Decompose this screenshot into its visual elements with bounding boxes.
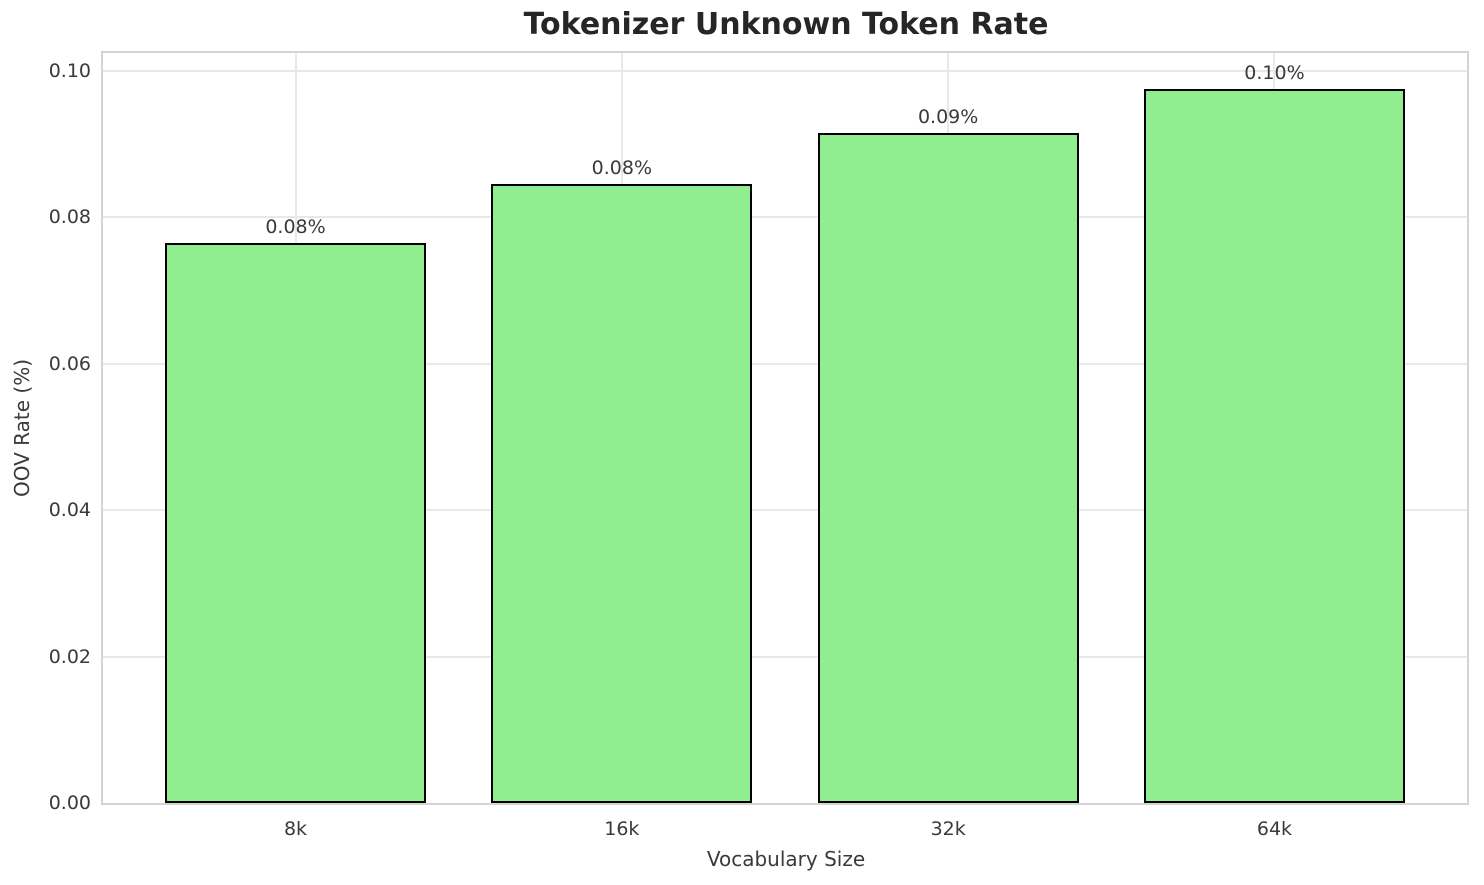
h-gridline — [103, 655, 1467, 658]
y-tick-label: 0.02 — [48, 645, 91, 668]
h-gridline — [103, 216, 1467, 219]
bar — [817, 132, 1079, 803]
bar — [165, 242, 427, 803]
y-tick-label: 0.04 — [48, 499, 91, 522]
y-tick-label: 0.00 — [48, 792, 91, 814]
bar-value-label: 0.08% — [265, 215, 326, 238]
chart-title: Tokenizer Unknown Token Rate — [523, 7, 1049, 42]
bar-value-label: 0.09% — [917, 105, 979, 128]
y-tick-label: 0.10 — [48, 59, 91, 82]
bar-value-label: 0.08% — [591, 157, 652, 180]
y-tick-label: 0.08 — [48, 206, 91, 229]
bar-value-label: 0.10% — [1244, 61, 1305, 84]
plot-area — [101, 51, 1469, 805]
h-gridline — [103, 362, 1467, 365]
h-gridline — [103, 509, 1467, 512]
bar — [1143, 88, 1405, 803]
x-tick-label: 8k — [283, 818, 308, 840]
x-tick-label: 32k — [930, 818, 966, 840]
y-tick-label: 0.06 — [48, 352, 91, 375]
x-tick-label: 16k — [604, 818, 640, 840]
h-gridline — [103, 69, 1467, 72]
y-axis-label: OOV Rate (%) — [10, 359, 34, 497]
x-tick-label: 64k — [1256, 818, 1293, 840]
bar — [491, 184, 753, 803]
x-axis-label: Vocabulary Size — [706, 847, 866, 871]
